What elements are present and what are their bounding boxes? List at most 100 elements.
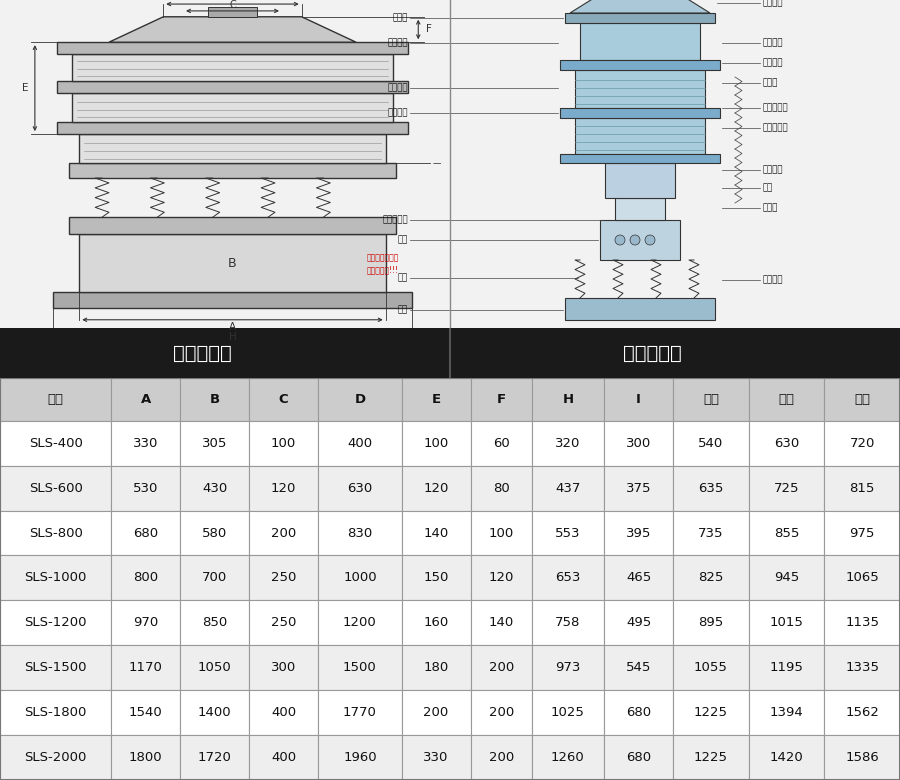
Text: I: I (636, 393, 641, 406)
Text: A: A (140, 393, 151, 406)
Bar (319, 420, 401, 466)
Text: 735: 735 (698, 526, 724, 540)
Text: C: C (230, 0, 236, 10)
Bar (72, 93, 392, 122)
Text: SLS-1800: SLS-1800 (24, 706, 86, 719)
Bar (604, 601, 673, 645)
Bar (749, 466, 824, 511)
Bar (824, 511, 900, 555)
Text: 580: 580 (202, 526, 228, 540)
Text: 一层: 一层 (703, 393, 719, 406)
Bar (471, 735, 532, 780)
Bar (471, 378, 532, 420)
Text: 1500: 1500 (343, 661, 377, 674)
Bar (401, 645, 471, 690)
Text: 540: 540 (698, 437, 724, 450)
Text: 1195: 1195 (770, 661, 804, 674)
Text: 1800: 1800 (129, 751, 163, 764)
Bar (0, 555, 112, 601)
Bar (57, 42, 409, 54)
Bar (0, 645, 112, 690)
Bar (749, 420, 824, 466)
Bar (249, 511, 319, 555)
Bar (604, 466, 673, 511)
Bar (249, 645, 319, 690)
Bar (673, 378, 749, 420)
Bar (0, 601, 112, 645)
Text: 400: 400 (347, 437, 373, 450)
Text: 橡胶球: 橡胶球 (763, 79, 778, 87)
Bar (532, 420, 604, 466)
Text: 850: 850 (202, 616, 228, 629)
Text: 725: 725 (774, 481, 799, 495)
Text: 140: 140 (424, 526, 449, 540)
Text: 630: 630 (774, 437, 799, 450)
Text: 1200: 1200 (343, 616, 377, 629)
Text: 1400: 1400 (198, 706, 231, 719)
Text: 一般结构图: 一般结构图 (623, 343, 682, 363)
Text: 径外重锤板: 径外重锤板 (763, 123, 788, 133)
Bar (208, 7, 257, 17)
Bar (0, 420, 112, 466)
Text: SLS-1200: SLS-1200 (24, 616, 87, 629)
Text: 100: 100 (271, 437, 296, 450)
Text: 1420: 1420 (770, 751, 804, 764)
Text: 400: 400 (271, 751, 296, 764)
Text: 975: 975 (850, 526, 875, 540)
Bar (112, 601, 180, 645)
Bar (532, 555, 604, 601)
Text: 758: 758 (555, 616, 580, 629)
Text: 小尺寸排料: 小尺寸排料 (382, 215, 408, 225)
Text: 375: 375 (626, 481, 652, 495)
Bar (824, 690, 900, 735)
Text: 辅助筛网: 辅助筛网 (763, 38, 784, 48)
Bar (824, 735, 900, 780)
Bar (575, 70, 705, 108)
Text: 815: 815 (850, 481, 875, 495)
Text: 型号: 型号 (48, 393, 64, 406)
Text: 振体: 振体 (763, 183, 773, 193)
Bar (112, 511, 180, 555)
Bar (0, 511, 112, 555)
Text: 外形尺寸图: 外形尺寸图 (173, 343, 232, 363)
Bar (749, 645, 824, 690)
Bar (749, 735, 824, 780)
Text: 160: 160 (424, 616, 449, 629)
Text: 三层: 三层 (854, 393, 870, 406)
Bar (615, 198, 665, 220)
Text: 1025: 1025 (551, 706, 585, 719)
Bar (180, 378, 249, 420)
Bar (471, 690, 532, 735)
Bar (57, 122, 409, 134)
Text: 顶部框架: 顶部框架 (388, 38, 408, 48)
Text: 825: 825 (698, 572, 724, 584)
Bar (532, 511, 604, 555)
Text: 1720: 1720 (198, 751, 231, 764)
Bar (824, 555, 900, 601)
Text: 320: 320 (555, 437, 580, 450)
Bar (824, 601, 900, 645)
Bar (824, 645, 900, 690)
Text: 1225: 1225 (694, 706, 728, 719)
Text: ®: ® (446, 366, 454, 376)
Text: 筛网法兰: 筛网法兰 (763, 58, 784, 68)
Text: 140: 140 (489, 616, 514, 629)
Bar (180, 511, 249, 555)
Bar (319, 690, 401, 735)
Text: 1586: 1586 (845, 751, 879, 764)
Text: 305: 305 (202, 437, 228, 450)
Bar (565, 13, 715, 23)
Bar (749, 555, 824, 601)
Bar (180, 735, 249, 780)
Bar (112, 645, 180, 690)
Bar (112, 735, 180, 780)
Text: 465: 465 (626, 572, 652, 584)
Text: 437: 437 (555, 481, 580, 495)
Text: 100: 100 (424, 437, 449, 450)
Bar (604, 555, 673, 601)
Text: 800: 800 (133, 572, 158, 584)
Text: 250: 250 (271, 616, 296, 629)
Polygon shape (109, 17, 356, 42)
Bar (749, 511, 824, 555)
Text: 1055: 1055 (694, 661, 728, 674)
